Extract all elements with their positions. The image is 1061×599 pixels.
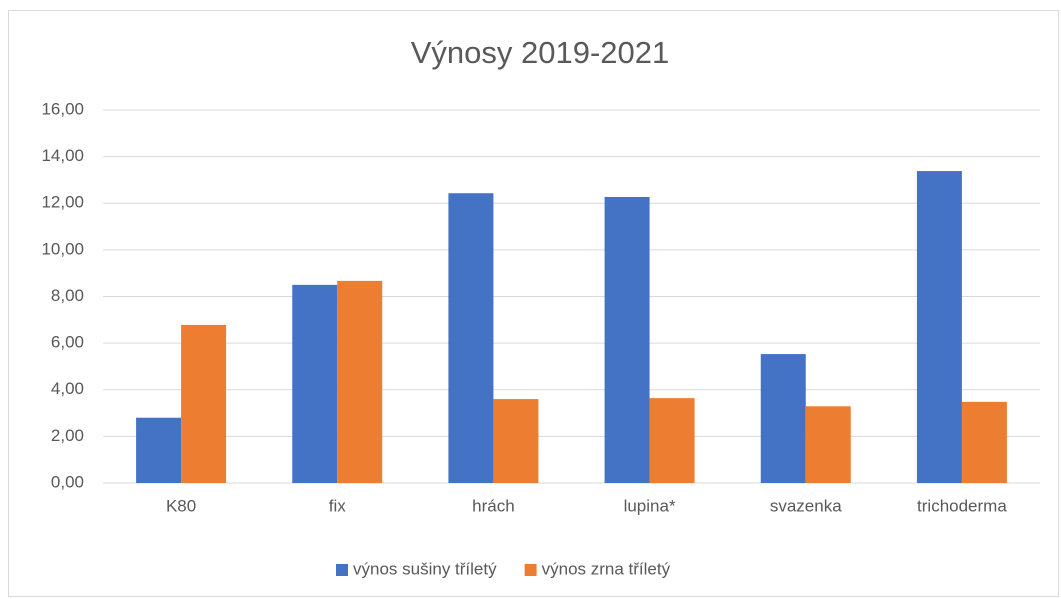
legend-label: výnos sušiny tříletý: [353, 559, 497, 578]
legend-swatch: [336, 564, 348, 576]
y-tick-label: 2,00: [51, 426, 84, 445]
bar: [493, 399, 539, 483]
bar: [649, 398, 695, 483]
bar: [292, 284, 338, 483]
chart-frame: [8, 10, 1059, 597]
y-tick-label: 12,00: [41, 193, 84, 212]
chart-title: Výnosy 2019-2021: [411, 35, 670, 70]
y-tick-label: 8,00: [51, 286, 84, 305]
x-tick-label: fix: [329, 496, 347, 515]
x-tick-label: hrách: [472, 496, 515, 515]
x-tick-label: trichoderma: [917, 496, 1007, 515]
y-tick-label: 14,00: [41, 146, 84, 165]
x-tick-label: svazenka: [770, 496, 842, 515]
bar: [805, 406, 851, 483]
bar: [136, 417, 182, 483]
x-tick-label: K80: [166, 496, 196, 515]
y-tick-label: 4,00: [51, 379, 84, 398]
legend-swatch: [524, 564, 537, 576]
bar: [916, 171, 962, 484]
y-tick-label: 6,00: [51, 333, 84, 352]
x-tick-label: lupina*: [624, 496, 676, 515]
bar: [181, 324, 227, 483]
y-tick-label: 0,00: [51, 472, 84, 491]
bar: [961, 401, 1007, 483]
bar: [760, 354, 806, 483]
bar: [604, 196, 650, 483]
y-tick-label: 16,00: [41, 99, 84, 118]
bar: [337, 280, 383, 483]
bar: [448, 193, 494, 483]
y-tick-label: 10,00: [41, 239, 84, 258]
legend-label: výnos zrna tříletý: [542, 559, 671, 578]
